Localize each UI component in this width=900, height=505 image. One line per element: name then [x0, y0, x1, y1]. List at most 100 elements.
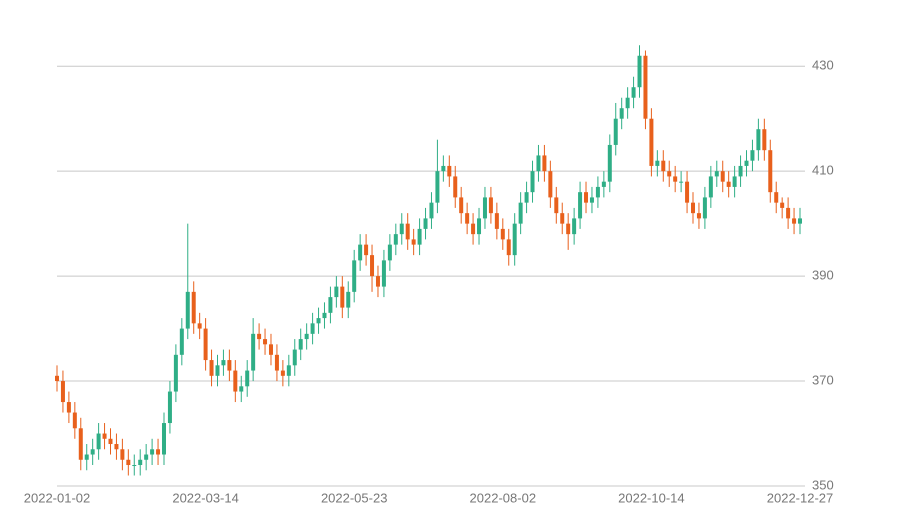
candle-body: [251, 333, 256, 371]
candle-body: [185, 291, 190, 329]
candle-body: [554, 197, 559, 214]
candle-body: [334, 286, 339, 298]
candle-body: [679, 181, 684, 183]
candle-body: [245, 370, 250, 387]
candle-body: [263, 339, 268, 345]
candle-body: [209, 360, 214, 376]
x-tick-label: 2022-08-02: [470, 490, 537, 505]
candle-body: [108, 438, 113, 445]
candle-body: [572, 218, 577, 235]
candle-body: [726, 181, 731, 187]
candle-body: [441, 165, 446, 172]
candle-body: [66, 402, 71, 413]
candle-body: [459, 197, 464, 214]
candle-body: [548, 171, 553, 198]
y-tick-label: 430: [812, 58, 834, 73]
x-tick-label: 2022-12-27: [767, 490, 834, 505]
candle-body: [542, 155, 547, 172]
candle-body: [619, 108, 624, 119]
candle-body: [411, 239, 416, 245]
candle-body: [601, 181, 606, 187]
x-tick-label: 2022-03-14: [172, 490, 239, 505]
candle-body: [732, 176, 737, 187]
candle-body: [304, 333, 309, 340]
candle-body: [768, 150, 773, 193]
candle-body: [774, 192, 779, 203]
candle-body: [566, 223, 571, 235]
candle-body: [72, 412, 77, 429]
candle-body: [417, 228, 422, 245]
candle-body: [560, 213, 565, 224]
candle-body: [702, 197, 707, 219]
candle-body: [173, 354, 178, 392]
candle-body: [512, 223, 517, 256]
candle-body: [584, 192, 589, 203]
candle-body: [423, 218, 428, 229]
candle-body: [649, 118, 654, 166]
candle-body: [280, 370, 285, 376]
candle-body: [96, 433, 101, 450]
candle-body: [215, 365, 220, 376]
y-tick-label: 410: [812, 163, 834, 178]
y-tick-label: 350: [812, 477, 834, 492]
candle-body: [322, 312, 327, 319]
candle-body: [179, 328, 184, 355]
candle-body: [524, 192, 529, 203]
candle-body: [274, 354, 279, 371]
candle-body: [257, 333, 262, 340]
candle-body: [536, 155, 541, 172]
candle-body: [744, 160, 749, 166]
candle-body: [500, 228, 505, 240]
candle-body: [55, 375, 59, 382]
candle-body: [227, 360, 232, 371]
candle-body: [310, 323, 315, 334]
candle-body: [429, 202, 434, 219]
candle-body: [405, 223, 410, 240]
candle-body: [60, 381, 65, 403]
candle-body: [126, 459, 131, 466]
candle-body: [435, 171, 440, 203]
candle-body: [340, 286, 345, 308]
candle-body: [393, 234, 398, 245]
candle-body: [84, 454, 89, 460]
candle-body: [161, 423, 166, 455]
candle-body: [518, 202, 523, 224]
candle-body: [387, 244, 392, 261]
candle-body: [120, 449, 125, 460]
candle-body: [298, 339, 303, 350]
candle-body: [756, 129, 761, 151]
candle-body: [381, 260, 386, 287]
candle-body: [328, 297, 333, 313]
candle-body: [488, 197, 493, 214]
candle-body: [191, 291, 196, 324]
candle-body: [78, 428, 83, 460]
candle-body: [482, 197, 487, 219]
candle-body: [530, 171, 535, 193]
candle-body: [268, 344, 273, 355]
candle-body: [720, 171, 725, 182]
candle-body: [102, 433, 107, 439]
candle-body: [613, 118, 618, 145]
y-tick-label: 390: [812, 268, 834, 283]
candle-body: [221, 360, 226, 366]
candle-body: [150, 449, 155, 455]
candle-body: [114, 444, 119, 450]
candle-body: [637, 55, 642, 88]
candle-body: [156, 449, 161, 455]
candle-body: [447, 165, 452, 177]
candle-body: [798, 218, 802, 224]
candle-body: [506, 239, 511, 256]
candle-body: [691, 202, 696, 214]
candle-body: [643, 55, 648, 119]
candle-body: [625, 97, 630, 109]
candle-body: [399, 223, 404, 235]
candle-body: [453, 176, 458, 198]
candle-body: [631, 87, 636, 98]
candle-body: [595, 186, 600, 198]
candle-body: [714, 171, 719, 177]
candle-body: [132, 465, 137, 467]
y-tick-label: 370: [812, 372, 834, 387]
candle-body: [90, 449, 95, 455]
candle-body: [673, 176, 678, 182]
